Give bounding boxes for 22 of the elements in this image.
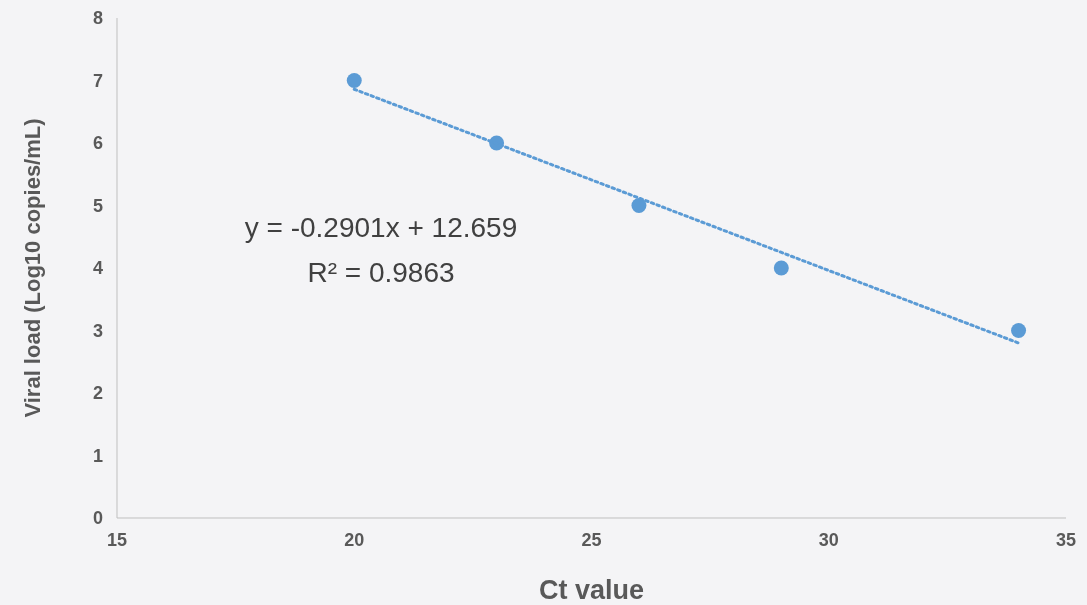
point — [346, 73, 362, 88]
x-axis-title: Ct value — [538, 575, 645, 605]
x-tick-label: 30 — [818, 530, 839, 550]
y-tick-label: 7 — [92, 70, 103, 91]
point — [773, 260, 789, 276]
y-tick-label: 4 — [92, 258, 103, 278]
y-tick-label: 5 — [92, 195, 103, 216]
y-tick-label: 3 — [92, 320, 103, 341]
y-tick-label: 6 — [92, 133, 103, 153]
x-tick-label: 20 — [344, 530, 365, 550]
annotation: R² = 0.9863 — [307, 257, 455, 288]
y-axis-title: Viral load (Log10 copies/mL) — [20, 118, 45, 418]
annotation: y = -0.2901x + 12.659 — [244, 212, 518, 243]
y-tick-label: 0 — [92, 508, 103, 528]
point — [631, 198, 647, 213]
x-tick-label: 25 — [581, 530, 602, 550]
y-tick-label: 1 — [92, 445, 103, 466]
y-tick-label: 8 — [92, 8, 103, 28]
point — [1011, 323, 1027, 338]
y-tick-label: 2 — [92, 383, 103, 403]
x-tick-label: 35 — [1055, 530, 1077, 550]
x-tick-label: 15 — [106, 530, 128, 550]
